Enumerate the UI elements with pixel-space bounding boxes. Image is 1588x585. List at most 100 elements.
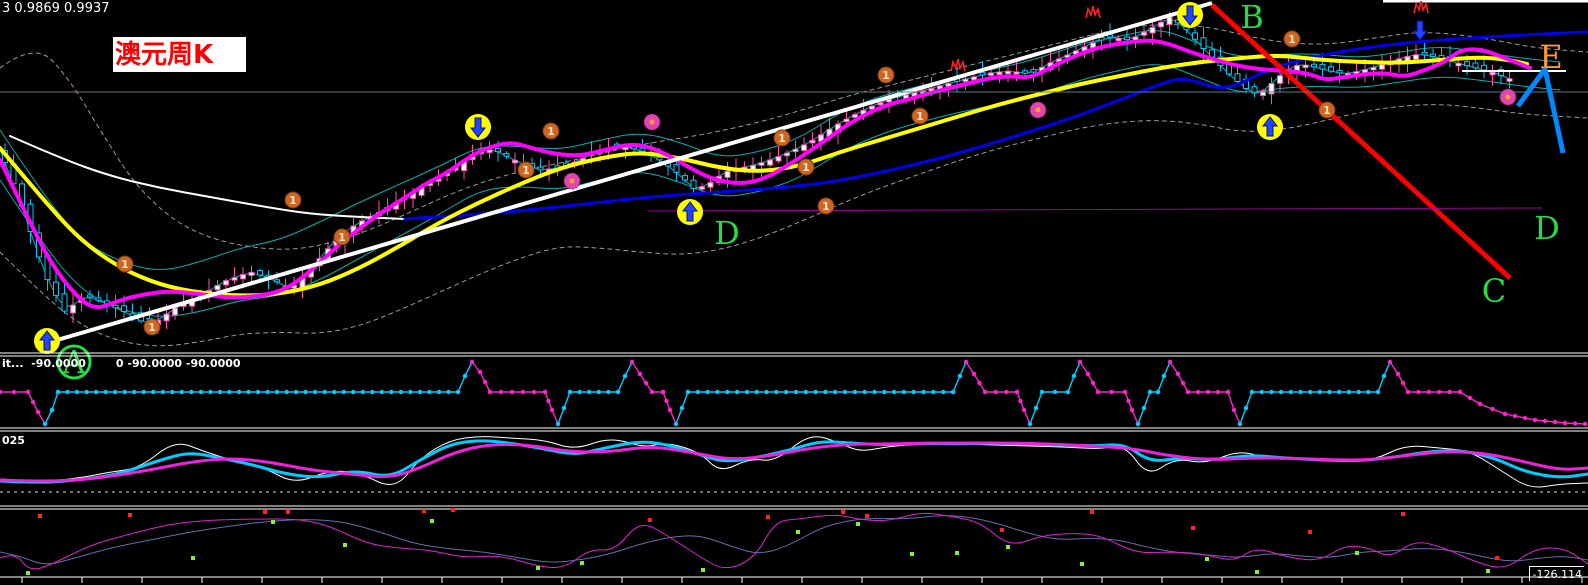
candle-bull	[962, 78, 969, 83]
step-dot	[1180, 380, 1186, 386]
step-dot	[637, 371, 643, 377]
orange-badge-marker: 1	[116, 255, 134, 273]
step-dot	[455, 389, 461, 395]
down-arrow-icon	[469, 117, 487, 138]
step-dot	[1018, 398, 1023, 404]
step-dot	[11, 389, 17, 395]
orange-badge-marker: 1	[143, 318, 161, 336]
fast-magenta	[0, 512, 1588, 570]
candle-bear	[673, 164, 680, 173]
step-dot	[705, 389, 710, 395]
ma-fast-magenta	[0, 38, 1532, 309]
step-dot	[673, 421, 679, 427]
candle-bull	[996, 71, 1003, 76]
orange-badge-marker: 1	[797, 158, 815, 176]
candle-bull	[801, 144, 807, 151]
step-dot	[1243, 405, 1249, 411]
step-dot	[1077, 359, 1083, 365]
step-dot	[284, 389, 289, 395]
step-dot	[882, 389, 887, 395]
step-dot	[236, 389, 242, 395]
step-dot	[1395, 371, 1401, 377]
step-dot	[179, 389, 184, 395]
candle-bear	[1200, 37, 1207, 49]
step-dot	[685, 389, 691, 395]
candle-bear	[274, 279, 280, 283]
chart-title-box[interactable]: 澳元周K	[113, 37, 246, 72]
step-dot	[891, 389, 897, 395]
wave-letter-D: D	[1534, 209, 1560, 247]
candle-bear	[1124, 36, 1130, 41]
bollinger-upper	[0, 24, 1588, 250]
trough-dot-green	[796, 530, 800, 534]
candle-bull	[809, 139, 816, 144]
flame-marker	[950, 58, 966, 72]
peak-dot-red	[263, 510, 267, 514]
step-dot	[1129, 407, 1135, 413]
candle-bull	[1013, 71, 1020, 75]
step-dot	[1490, 406, 1495, 412]
step-dot	[520, 389, 526, 395]
step-dot	[803, 389, 808, 395]
step-dot	[1457, 389, 1463, 395]
buy-signal-marker	[1257, 114, 1283, 140]
indicator4-last-value: -126.114	[1528, 566, 1584, 581]
step-dot	[1215, 389, 1221, 395]
wave-letter-E: E	[1539, 38, 1562, 76]
wave-letter-A: A	[61, 343, 86, 381]
step-dot	[1249, 389, 1255, 395]
candle-bear	[95, 297, 102, 301]
step-dot	[971, 371, 977, 377]
up-arrow-icon	[1261, 116, 1279, 137]
candle-bear	[682, 175, 688, 181]
step-dot	[160, 389, 165, 395]
step-dot	[783, 389, 789, 395]
candle-bull	[1166, 16, 1173, 25]
badge-number: 1	[148, 321, 156, 334]
step-dot	[754, 389, 759, 395]
step-dot	[312, 389, 318, 395]
step-dot	[1161, 373, 1167, 379]
candle-bull	[1149, 27, 1156, 34]
peak-dot-red	[451, 508, 455, 512]
down-arrow-icon	[1181, 5, 1199, 26]
step-dot	[823, 389, 828, 395]
candle-bull	[1158, 21, 1164, 28]
trough-dot-green	[1080, 562, 1084, 566]
step-dot	[509, 389, 515, 395]
candle-bull	[971, 76, 977, 81]
step-dot	[1542, 418, 1548, 424]
candle-bear	[1464, 61, 1470, 67]
badge-number: 1	[121, 258, 129, 271]
step-dot	[1205, 389, 1211, 395]
peak-dot-red	[865, 514, 869, 518]
step-dot	[217, 389, 223, 395]
peak-dot-red	[128, 513, 132, 517]
candle-bull	[163, 313, 170, 322]
candle-bear	[1421, 51, 1428, 56]
step-dot	[993, 389, 998, 395]
badge-number: 1	[547, 125, 555, 138]
candle-bear	[257, 270, 263, 276]
indicator2-caption-right: 0 -90.0000 -90.0000	[115, 357, 241, 370]
step-dot	[1237, 421, 1243, 427]
orange-badge-marker: 1	[517, 161, 535, 179]
trough-dot-green	[536, 566, 540, 570]
step-dot	[208, 389, 213, 395]
chart-title-text: 澳元周K	[115, 39, 214, 70]
orange-badge-marker: 1	[1318, 101, 1336, 119]
letter-circle	[56, 344, 92, 380]
step-dot	[360, 389, 365, 395]
indicator2-caption-left: it... -90.0000	[2, 357, 86, 370]
orange-badge-marker: 1	[1283, 30, 1301, 48]
step-dot	[1405, 389, 1411, 395]
osc-cyan	[0, 439, 1588, 484]
step-dot	[49, 407, 55, 413]
step-dot	[542, 389, 548, 395]
step-dot	[963, 359, 969, 365]
trough-dot-green	[26, 571, 30, 575]
candle-bull	[852, 114, 858, 118]
flower-marker	[1499, 88, 1517, 106]
candle-bear	[1030, 69, 1037, 73]
